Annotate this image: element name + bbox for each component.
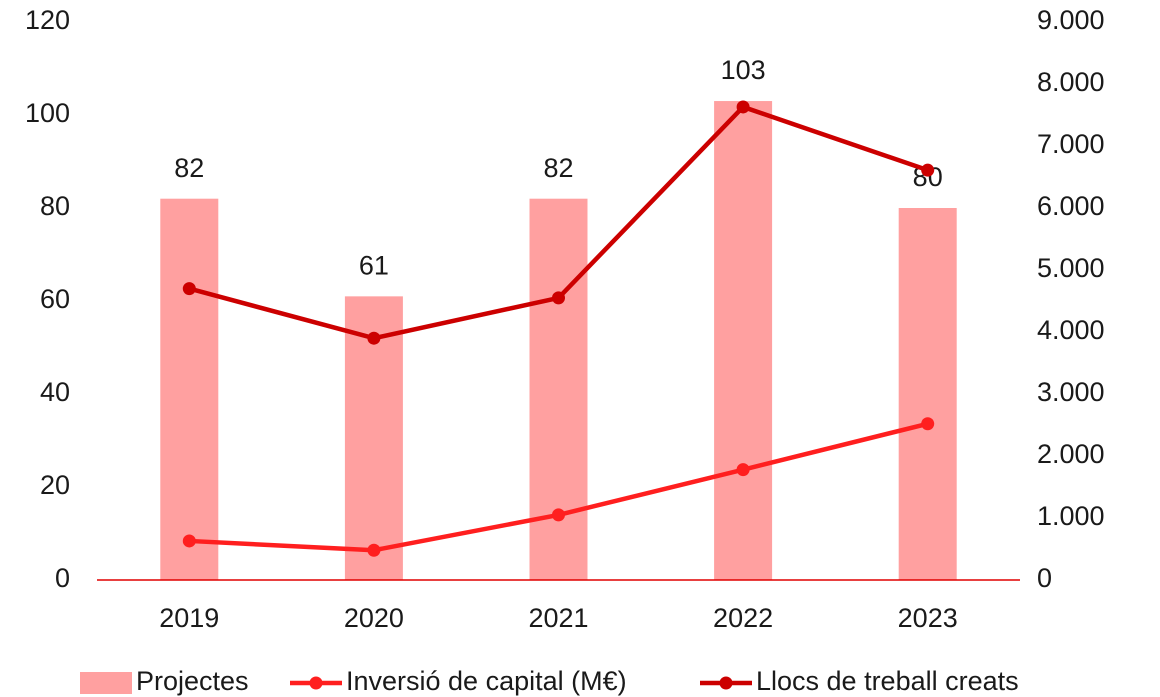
x-tick-label: 2022: [713, 603, 773, 633]
point: [367, 543, 381, 557]
data-label: 61: [359, 250, 389, 280]
y-tick-label: 80: [40, 191, 70, 221]
legend-swatch: [719, 676, 733, 690]
y2-tick-label: 2.000: [1037, 439, 1105, 469]
legend-swatch: [80, 672, 132, 694]
y-tick-label: 120: [25, 5, 70, 35]
y2-tick-label: 9.000: [1037, 5, 1105, 35]
point: [552, 508, 565, 522]
y-tick-label: 20: [40, 470, 70, 500]
point: [736, 100, 750, 114]
y2-tick-label: 8.000: [1037, 67, 1105, 97]
y2-tick-label: 6.000: [1037, 191, 1105, 221]
point: [736, 463, 750, 477]
x-tick-label: 2021: [528, 603, 588, 633]
y2-tick-label: 4.000: [1037, 315, 1105, 345]
x-tick-label: 2019: [159, 603, 219, 633]
data-label: 82: [543, 153, 573, 183]
bar: [714, 101, 773, 581]
bar: [529, 198, 588, 580]
point: [552, 291, 565, 305]
bar: [898, 208, 957, 580]
point: [182, 282, 196, 296]
y2-tick-label: 3.000: [1037, 377, 1105, 407]
legend-label: Llocs de treball creats: [756, 666, 1019, 696]
data-label: 82: [174, 153, 204, 183]
point: [921, 163, 935, 177]
y2-tick-label: 0: [1037, 563, 1052, 593]
point: [182, 534, 196, 548]
y2-tick-label: 7.000: [1037, 129, 1105, 159]
y-tick-label: 60: [40, 284, 70, 314]
point: [921, 417, 935, 431]
legend-label: Inversió de capital (M€): [346, 666, 627, 696]
y2-tick-label: 1.000: [1037, 501, 1105, 531]
point: [367, 331, 381, 345]
legend-label: Projectes: [136, 666, 249, 696]
x-tick-label: 2020: [344, 603, 404, 633]
data-label: 103: [721, 55, 766, 85]
x-tick-label: 2023: [898, 603, 958, 633]
y-tick-label: 0: [55, 563, 70, 593]
bar: [160, 198, 219, 580]
legend-swatch: [309, 676, 323, 690]
y-tick-label: 100: [25, 98, 70, 128]
y-tick-label: 40: [40, 377, 70, 407]
y2-tick-label: 5.000: [1037, 253, 1105, 283]
